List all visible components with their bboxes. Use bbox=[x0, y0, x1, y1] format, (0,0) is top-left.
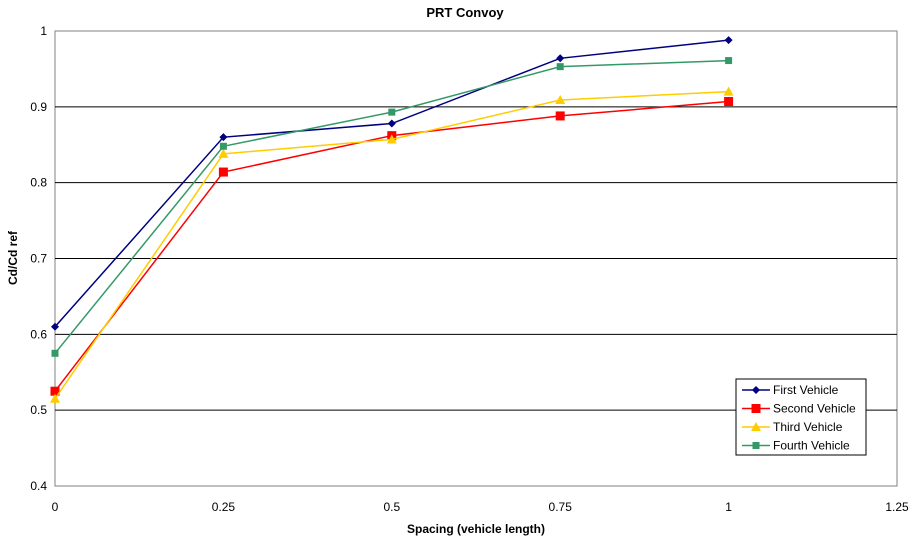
series-line bbox=[54, 39, 729, 328]
x-axis-ticks: 0 0.25 0.5 0.75 1 1.25 bbox=[52, 500, 909, 514]
data-point bbox=[51, 349, 59, 357]
legend-label: Second Vehicle bbox=[773, 402, 856, 416]
legend-entry: Second Vehicle bbox=[742, 402, 856, 416]
legend-entry: Fourth Vehicle bbox=[742, 439, 850, 453]
series-4 bbox=[51, 57, 733, 357]
data-point bbox=[387, 119, 396, 128]
x-tick-label: 1.25 bbox=[885, 500, 909, 514]
x-tick-label: 0.75 bbox=[549, 500, 573, 514]
series-1 bbox=[51, 36, 733, 331]
chart-title: PRT Convoy bbox=[426, 5, 504, 20]
y-tick-label: 0.4 bbox=[30, 479, 47, 493]
legend-marker bbox=[752, 386, 760, 394]
data-point bbox=[724, 36, 733, 45]
data-point bbox=[388, 108, 396, 116]
legend-marker bbox=[751, 404, 761, 413]
data-point bbox=[51, 322, 59, 331]
x-tick-label: 0.5 bbox=[383, 500, 400, 514]
y-axis-label: Cd/Cd ref bbox=[6, 230, 20, 285]
y-tick-label: 0.7 bbox=[30, 252, 47, 266]
legend-label: First Vehicle bbox=[773, 383, 839, 397]
legend-marker bbox=[751, 422, 761, 431]
data-point bbox=[386, 134, 397, 144]
series-group bbox=[50, 36, 734, 403]
legend: First Vehicle Second Vehicle Third Vehicle… bbox=[735, 378, 867, 456]
data-point bbox=[218, 167, 228, 177]
data-point bbox=[556, 54, 565, 63]
y-axis-ticks: 0.4 0.5 0.6 0.7 0.8 0.9 1 bbox=[30, 24, 47, 493]
gridlines bbox=[55, 106, 897, 411]
data-point bbox=[724, 97, 734, 107]
data-point bbox=[219, 142, 227, 150]
data-point bbox=[219, 133, 228, 142]
data-point bbox=[555, 111, 565, 121]
x-axis-label: Spacing (vehicle length) bbox=[407, 522, 545, 536]
legend-label: Third Vehicle bbox=[773, 420, 843, 434]
legend-marker bbox=[752, 442, 760, 449]
data-point bbox=[725, 57, 733, 65]
y-tick-label: 0.5 bbox=[30, 403, 47, 417]
legend-entry: First Vehicle bbox=[742, 383, 839, 397]
data-point bbox=[556, 63, 564, 71]
y-tick-label: 0.9 bbox=[30, 100, 47, 114]
data-point bbox=[218, 148, 229, 158]
data-point bbox=[723, 86, 734, 96]
y-tick-label: 0.6 bbox=[30, 327, 47, 341]
legend-entry: Third Vehicle bbox=[742, 420, 843, 434]
x-tick-label: 1 bbox=[725, 500, 732, 514]
x-tick-label: 0.25 bbox=[212, 500, 236, 514]
data-point bbox=[50, 393, 60, 403]
data-point bbox=[50, 386, 60, 396]
y-tick-label: 1 bbox=[40, 24, 47, 38]
data-point bbox=[555, 95, 566, 105]
x-tick-label: 0 bbox=[52, 500, 59, 514]
series-line bbox=[54, 100, 729, 392]
legend-label: Fourth Vehicle bbox=[773, 439, 850, 453]
series-3 bbox=[50, 86, 734, 403]
y-tick-label: 0.8 bbox=[30, 176, 47, 190]
series-line bbox=[54, 59, 729, 354]
